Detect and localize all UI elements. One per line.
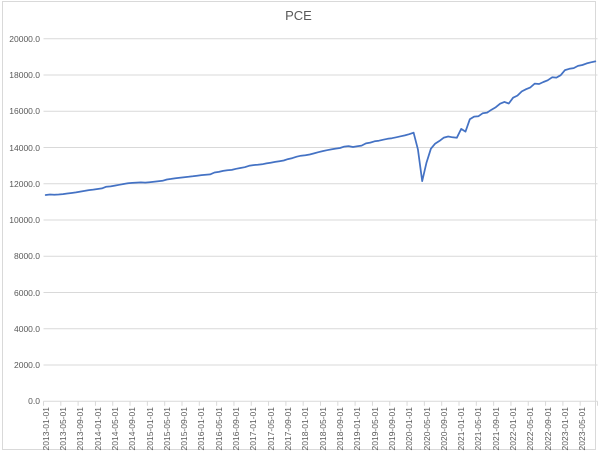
- x-axis-label: 2022-01-01: [508, 407, 519, 451]
- x-axis-label: 2013-05-01: [57, 407, 68, 451]
- x-axis-label: 2017-05-01: [265, 407, 276, 451]
- y-axis-label: 12000.0: [9, 178, 40, 189]
- x-axis-label: 2016-09-01: [231, 407, 242, 451]
- x-axis-label: 2020-09-01: [438, 407, 449, 451]
- y-axis-label: 10000.0: [9, 215, 40, 225]
- x-axis-label: 2021-05-01: [473, 407, 484, 451]
- y-axis-label: 14000.0: [9, 142, 40, 153]
- y-axis-label: 20000.0: [9, 33, 40, 44]
- x-axis-label: 2022-09-01: [542, 407, 553, 451]
- x-axis-label: 2019-05-01: [369, 407, 380, 451]
- x-axis-label: 2013-01-01: [40, 407, 51, 451]
- y-axis-label: 8000.0: [14, 251, 40, 262]
- chart-title: PCE: [285, 8, 312, 23]
- x-axis-label: 2018-09-01: [334, 407, 345, 451]
- x-axis-label: 2013-09-01: [75, 407, 86, 451]
- x-axis-label: 2014-05-01: [109, 407, 120, 451]
- x-axis-label: 2020-01-01: [404, 407, 415, 451]
- y-axis-label: 6000.0: [14, 287, 40, 298]
- x-axis-label: 2014-01-01: [92, 407, 103, 451]
- y-axis-label: 4000.0: [14, 323, 40, 334]
- x-axis-label: 2016-01-01: [196, 407, 207, 451]
- x-axis-label: 2015-01-01: [144, 407, 155, 451]
- y-axis-label: 16000.0: [9, 106, 40, 117]
- x-axis-label: 2017-01-01: [248, 407, 259, 451]
- y-axis-label: 0.0: [28, 396, 40, 407]
- x-axis-label: 2018-05-01: [317, 407, 328, 451]
- x-axis-label: 2018-01-01: [300, 407, 311, 451]
- x-axis-label: 2023-05-01: [577, 407, 588, 451]
- x-axis-label: 2017-09-01: [283, 407, 294, 451]
- pce-line-series: [44, 60, 597, 196]
- x-axis-label: 2016-05-01: [213, 407, 224, 451]
- x-axis-label: 2023-01-01: [560, 407, 571, 451]
- x-axis-label: 2015-05-01: [161, 407, 172, 451]
- x-axis-label: 2022-05-01: [525, 407, 536, 451]
- x-axis-label: 2021-01-01: [456, 407, 467, 451]
- x-axis-label: 2020-05-01: [421, 407, 432, 451]
- x-axis-label: 2021-09-01: [490, 407, 501, 451]
- chart-area[interactable]: [2, 1, 596, 450]
- x-axis-label: 2019-09-01: [386, 407, 397, 451]
- y-axis-label: 18000.0: [9, 70, 40, 80]
- x-axis-label: 2015-09-01: [179, 407, 190, 451]
- x-axis-label: 2014-09-01: [127, 407, 138, 451]
- x-axis-label: 2019-01-01: [352, 407, 363, 451]
- y-axis-label: 2000.0: [14, 360, 40, 370]
